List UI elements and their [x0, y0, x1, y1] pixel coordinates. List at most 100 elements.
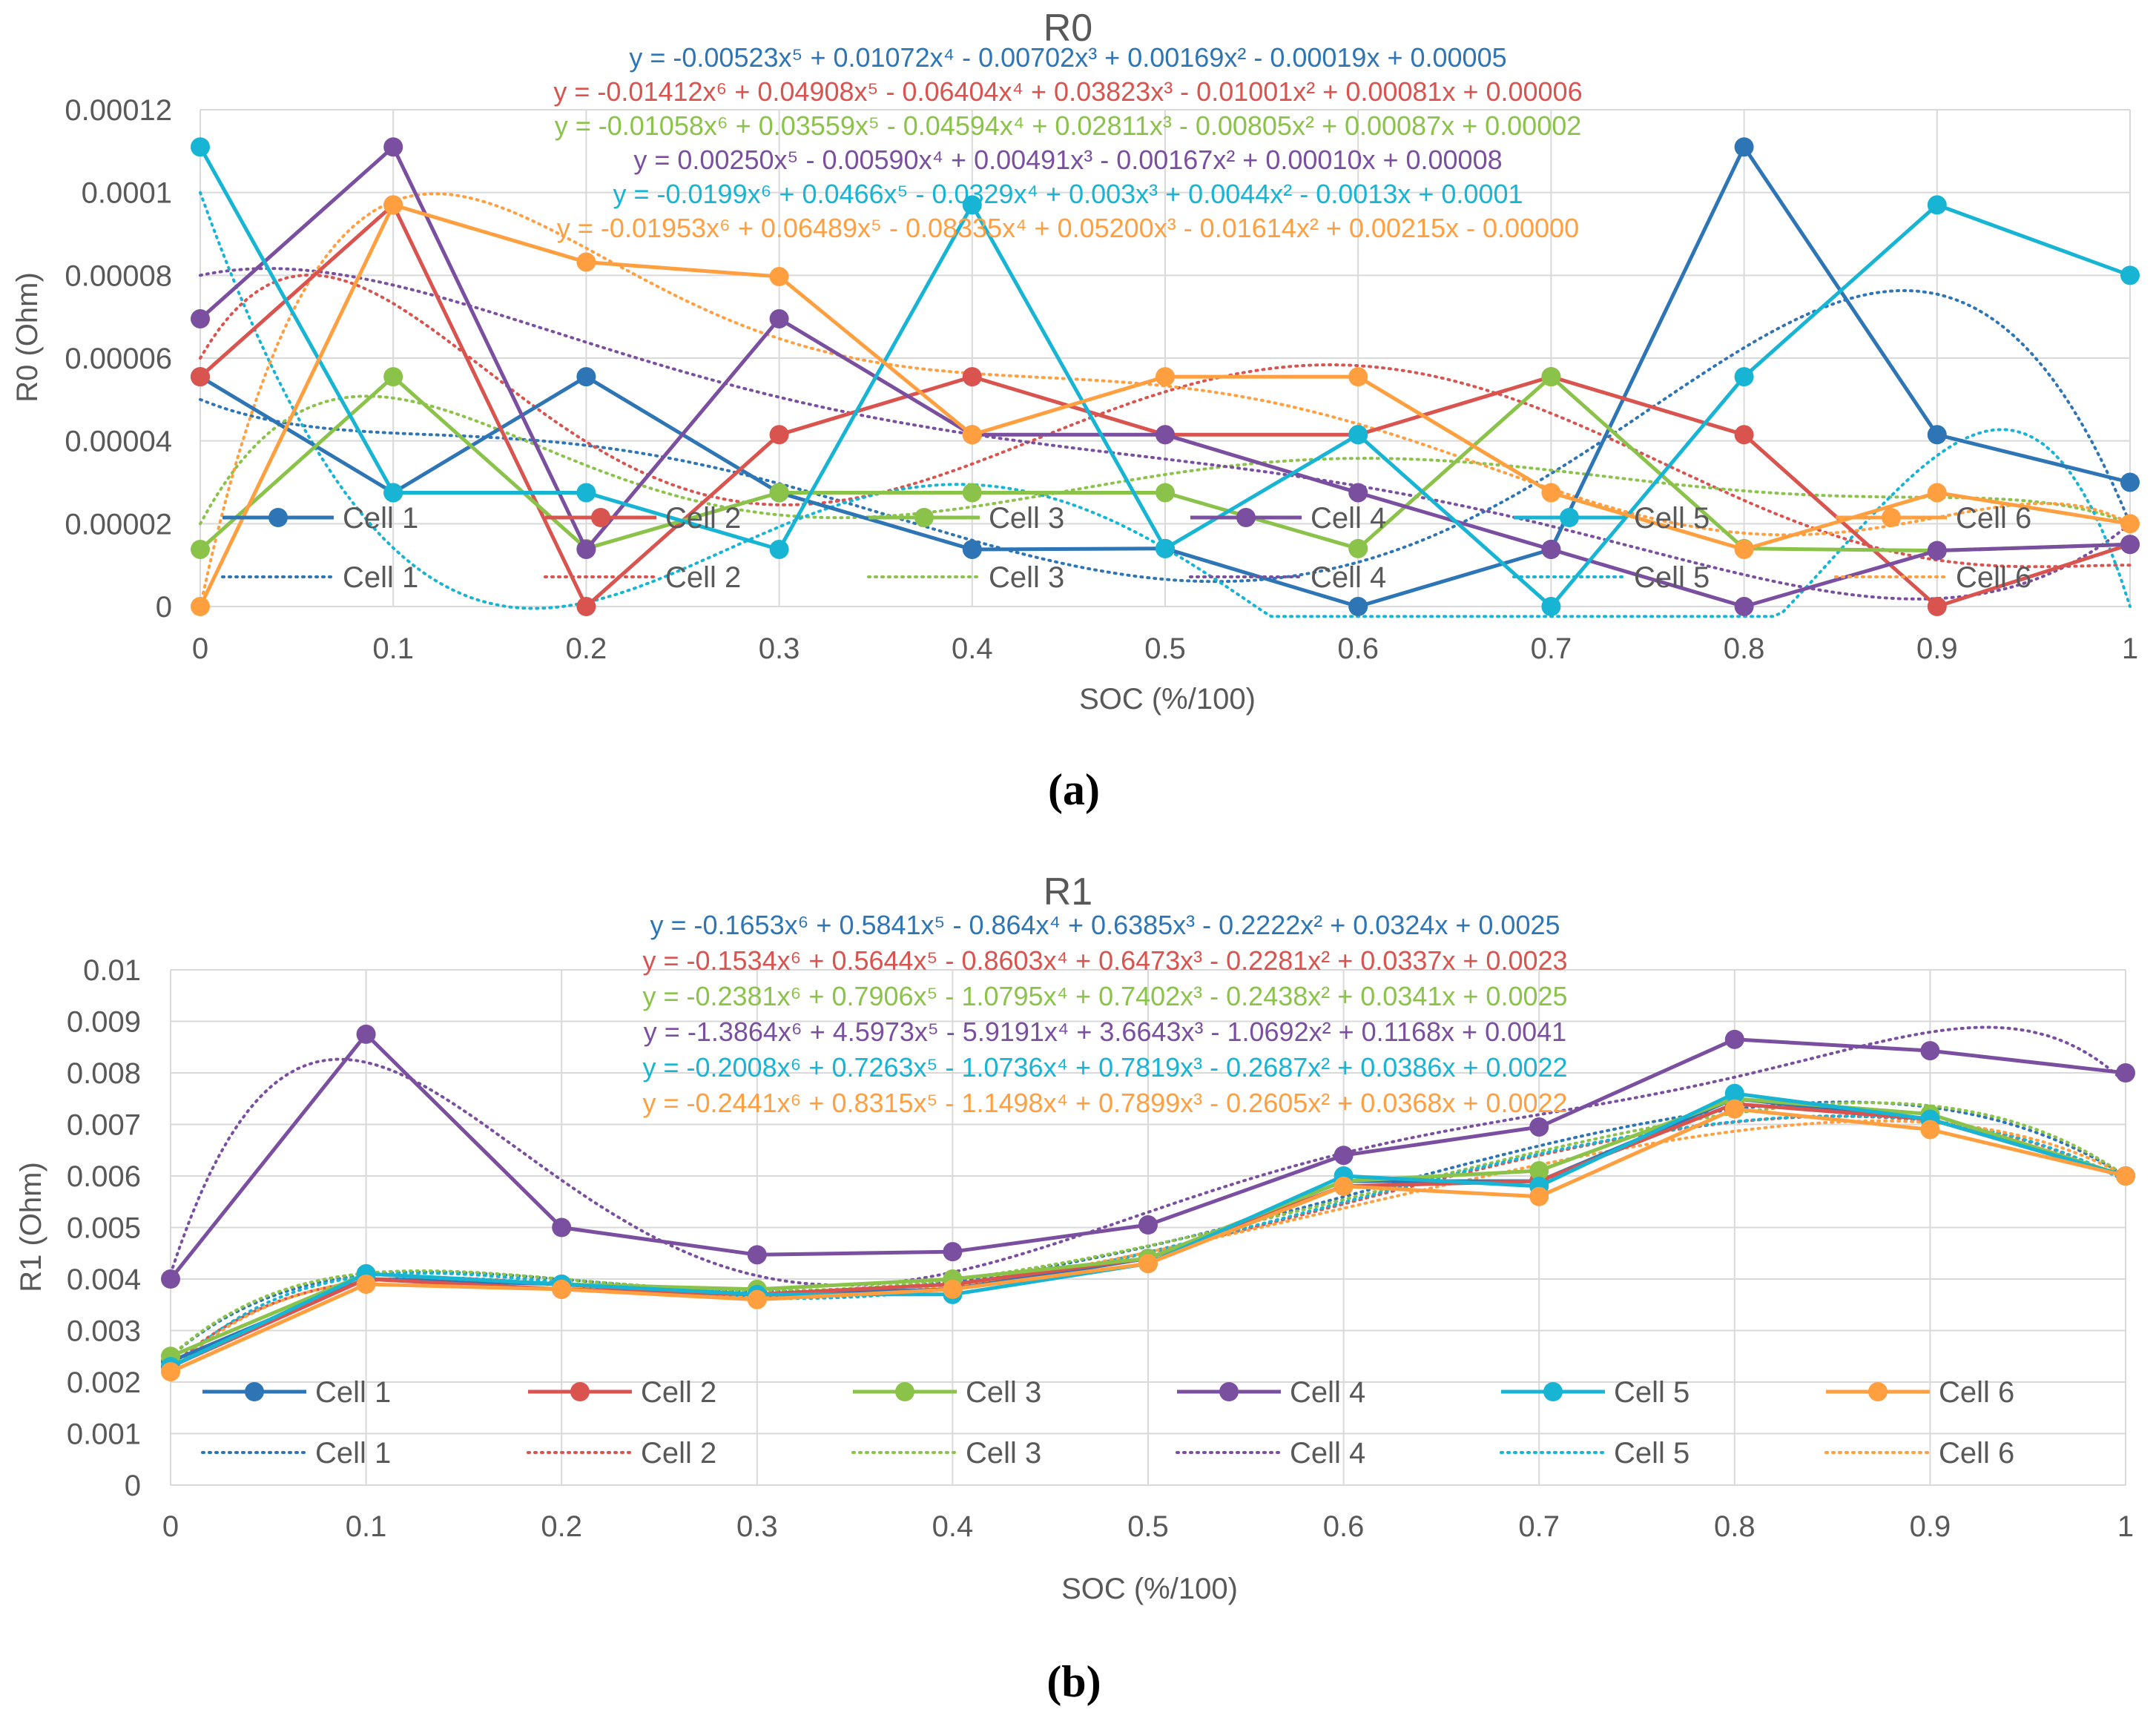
chart-a-point-cell-6 [1348, 367, 1368, 387]
chart-b-equation-cell-4: y = -1.3864x⁶ + 4.5973x⁵ - 5.9191x⁴ + 3.… [644, 1017, 1566, 1047]
chart-a-point-cell-5 [576, 483, 596, 503]
chart-a-equation-cell-4: y = 0.00250x⁵ - 0.00590x⁴ + 0.00491x³ - … [633, 145, 1502, 175]
chart-b-point-cell-4 [356, 1024, 376, 1044]
chart-b-legend-marker-cell-1 [245, 1382, 264, 1401]
chart-b-point-cell-6 [2116, 1166, 2135, 1186]
chart-b-equation-cell-5: y = -0.2008x⁶ + 0.7263x⁵ - 1.0736x⁴ + 0.… [642, 1052, 1567, 1083]
chart-a-legend-marker-cell-5 [1560, 508, 1579, 527]
chart-b-y-tick-label: 0.001 [67, 1418, 141, 1451]
chart-a-point-cell-3 [1541, 367, 1561, 387]
chart-a-x-tick-label: 0.1 [372, 632, 414, 665]
chart-a-y-tick-label: 0.00004 [65, 426, 172, 458]
chart-a-point-cell-6 [383, 195, 403, 215]
chart-b-point-cell-4 [1138, 1215, 1158, 1235]
chart-b-legend-marker-cell-3 [895, 1382, 914, 1401]
chart-b-y-tick-label: 0 [125, 1470, 141, 1502]
chart-b-y-tick-label: 0.004 [67, 1263, 141, 1296]
chart-a-point-cell-1 [1734, 137, 1754, 157]
chart-a-y-ticks: 0 0.00002 0.00004 0.00006 0.00008 0.0001 0.000… [65, 94, 172, 624]
chart-b-point-cell-6 [552, 1279, 572, 1299]
chart-b: R1 SOC (%/100) R1 (Ohm) (b) 00.0010.0020… [15, 870, 2135, 1706]
chart-a-point-cell-5 [1156, 538, 1175, 558]
chart-a-series [191, 137, 2140, 616]
chart-b-x-tick-label: 0.2 [541, 1510, 582, 1543]
chart-a-legend-label-cell-6: Cell 6 [1956, 502, 2031, 535]
chart-a-legend-trend-label-cell-1: Cell 1 [343, 561, 418, 594]
chart-a-legend-marker-cell-2 [591, 508, 610, 527]
chart-b-point-cell-6 [1334, 1176, 1354, 1196]
chart-b-legend-label-cell-2: Cell 2 [641, 1376, 716, 1409]
chart-a-x-tick-label: 0.2 [566, 632, 607, 665]
chart-b-legend: Cell 1 Cell 1 Cell 2 Cell 2 Cell 3 Cell 3 Cell… [201, 1376, 2014, 1470]
chart-b-legend-label-cell-5: Cell 5 [1614, 1376, 1689, 1409]
chart-a-point-cell-4 [1927, 541, 1947, 561]
chart-a-point-cell-6 [1156, 367, 1175, 387]
chart-b-point-cell-4 [552, 1217, 572, 1237]
chart-a-legend-marker-cell-6 [1882, 508, 1901, 527]
chart-a-point-cell-3 [191, 539, 210, 559]
chart-a-point-cell-3 [1156, 483, 1175, 503]
chart-a-point-cell-2 [1927, 597, 1947, 616]
chart-a-legend-label-cell-1: Cell 1 [343, 502, 418, 535]
chart-b-legend-trend-label-cell-4: Cell 4 [1290, 1437, 1365, 1470]
chart-a-point-cell-5 [1734, 367, 1754, 387]
chart-b-x-tick-label: 0 [162, 1510, 179, 1543]
chart-a-legend-label-cell-3: Cell 3 [989, 502, 1064, 535]
chart-a-legend-marker-cell-4 [1236, 508, 1256, 527]
chart-b-x-tick-label: 0.9 [1910, 1510, 1951, 1543]
chart-a-point-cell-2 [769, 425, 789, 445]
chart-b-legend-marker-cell-5 [1543, 1382, 1563, 1401]
chart-a-trendline-cell-2 [199, 273, 2132, 569]
chart-b-y-tick-label: 0.008 [67, 1057, 141, 1090]
chart-b-legend-marker-cell-4 [1219, 1382, 1239, 1401]
chart-a-legend-label-cell-4: Cell 4 [1311, 502, 1386, 535]
chart-a-legend-trend-label-cell-4: Cell 4 [1311, 561, 1386, 594]
chart-b-equation-cell-2: y = -0.1534x⁶ + 0.5644x⁵ - 0.8603x⁴ + 0.… [642, 945, 1567, 976]
chart-b-xlabel: SOC (%/100) [1061, 1573, 1238, 1605]
chart-b-y-tick-label: 0.01 [83, 954, 141, 987]
chart-b-legend-trend-label-cell-6: Cell 6 [1939, 1437, 2014, 1470]
chart-a-point-cell-6 [962, 425, 982, 445]
chart-b-series [161, 1024, 2135, 1382]
chart-b-equation-cell-1: y = -0.1653x⁶ + 0.5841x⁵ - 0.864x⁴ + 0.6… [650, 910, 1560, 940]
chart-b-y-tick-label: 0.005 [67, 1212, 141, 1245]
chart-b-point-cell-6 [1724, 1099, 1744, 1119]
chart-a-point-cell-3 [383, 367, 403, 387]
chart-b-ylabel: R1 (Ohm) [15, 1162, 47, 1292]
chart-a-point-cell-2 [191, 367, 210, 387]
chart-a-x-tick-label: 1 [2122, 632, 2138, 665]
chart-a-point-cell-3 [769, 483, 789, 503]
chart-a-y-tick-label: 0 [156, 591, 172, 624]
chart-a-point-cell-6 [1927, 483, 1947, 503]
chart-a-trendline-cell-3 [199, 394, 2132, 526]
chart-a-legend-trend-label-cell-5: Cell 5 [1634, 561, 1710, 594]
chart-a-point-cell-6 [576, 252, 596, 272]
chart-a-trendline-cell-1 [199, 289, 2132, 584]
chart-a-legend-trend-label-cell-6: Cell 6 [1956, 561, 2031, 594]
chart-b-y-tick-label: 0.002 [67, 1366, 141, 1399]
chart-a-y-tick-label: 0.00002 [65, 508, 172, 541]
chart-a-point-cell-5 [1348, 425, 1368, 445]
chart-a-x-tick-label: 0.4 [952, 632, 993, 665]
chart-a-caption: (a) [1048, 765, 1100, 814]
chart-a-point-cell-6 [191, 597, 210, 616]
chart-a-legend-marker-cell-1 [268, 508, 288, 527]
chart-a-equation-cell-1: y = -0.00523x⁵ + 0.01072x⁴ - 0.00702x³ +… [629, 42, 1506, 73]
chart-a-x-tick-label: 0.3 [759, 632, 800, 665]
chart-b-point-cell-6 [161, 1362, 180, 1382]
chart-a-point-cell-4 [769, 308, 789, 328]
chart-a-point-cell-4 [191, 308, 210, 328]
chart-a-legend: Cell 1 Cell 1 Cell 2 Cell 2 Cell 3 Cell 3 Cell… [221, 502, 2031, 594]
chart-b-trendline-cell-4 [169, 1025, 2127, 1287]
chart-b-point-cell-4 [747, 1245, 767, 1265]
chart-a-point-cell-3 [1348, 538, 1368, 558]
chart-a-equations: y = -0.00523x⁵ + 0.01072x⁴ - 0.00702x³ +… [553, 42, 1582, 243]
chart-a-x-tick-label: 0.6 [1337, 632, 1379, 665]
chart-a-point-cell-4 [2120, 535, 2140, 555]
chart-a-x-ticks: 0 0.1 0.2 0.3 0.4 0.5 0.6 0.7 0.8 0.9 1 [192, 632, 2138, 665]
chart-b-x-tick-label: 0.5 [1127, 1510, 1169, 1543]
chart-b-legend-label-cell-1: Cell 1 [315, 1376, 391, 1409]
chart-a-point-cell-5 [962, 195, 982, 215]
